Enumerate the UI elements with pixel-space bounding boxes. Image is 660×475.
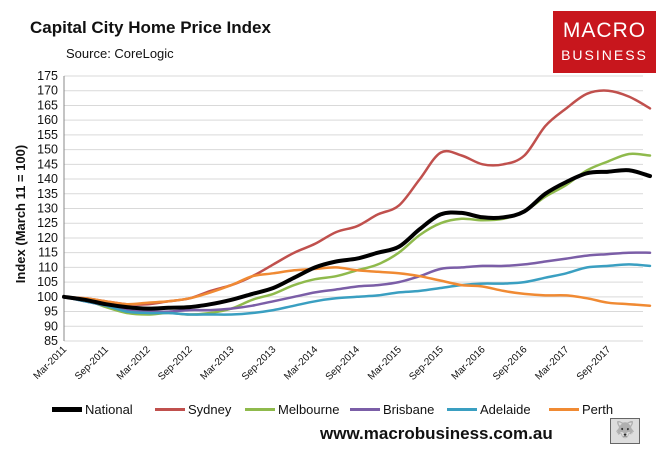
legend-label: Melbourne xyxy=(278,401,340,417)
legend-item-brisbane: Brisbane xyxy=(350,399,434,419)
y-tick-label: 130 xyxy=(37,202,58,216)
y-tick-label: 140 xyxy=(37,172,58,186)
y-tick-label: 110 xyxy=(38,260,58,274)
y-tick-label: 175 xyxy=(37,69,58,83)
y-tick-label: 95 xyxy=(44,305,58,319)
legend-label: Adelaide xyxy=(480,401,531,417)
y-tick-label: 120 xyxy=(37,231,58,245)
legend-swatch xyxy=(549,407,579,411)
legend-swatch xyxy=(155,407,185,411)
series-line-brisbane xyxy=(62,251,652,313)
y-tick-label: 115 xyxy=(38,246,58,260)
legend-swatch xyxy=(447,407,477,411)
x-tick-label: Mar-2013 xyxy=(198,344,236,382)
x-tick-label: Sep-2015 xyxy=(407,344,446,383)
series-line-melbourne xyxy=(62,152,652,316)
x-tick-label: Sep-2014 xyxy=(324,344,363,383)
gridlines xyxy=(64,75,643,342)
y-tick-label: 160 xyxy=(37,113,58,127)
series-line-adelaide xyxy=(62,263,652,316)
x-tick-label: Mar-2017 xyxy=(533,344,571,382)
y-tick-label: 145 xyxy=(37,157,58,171)
x-tick-label: Sep-2013 xyxy=(240,344,279,383)
series-line-sydney xyxy=(62,89,652,306)
legend-item-national: National xyxy=(52,399,133,419)
y-tick-label: 165 xyxy=(37,98,58,112)
y-tick-label: 100 xyxy=(37,290,58,304)
legend-item-sydney: Sydney xyxy=(155,399,231,419)
legend-item-melbourne: Melbourne xyxy=(245,399,339,419)
y-tick-labels: 8590951001051101151201251301351401451501… xyxy=(37,69,58,348)
x-tick-label: Mar-2016 xyxy=(450,344,488,382)
y-tick-label: 85 xyxy=(44,334,58,348)
logo-line-business: BUSINESS xyxy=(561,47,648,63)
x-tick-label: Mar-2014 xyxy=(282,344,320,382)
x-tick-label: Sep-2017 xyxy=(575,344,614,383)
y-tick-label: 90 xyxy=(44,319,58,333)
series-line-national xyxy=(62,168,652,311)
series-lines xyxy=(62,89,652,316)
legend-swatch xyxy=(245,407,275,411)
x-tick-labels: Mar-2011 Sep-2011 Mar-2012 Sep-2012 Mar-2013… xyxy=(32,344,614,383)
chart-title: Capital City Home Price Index xyxy=(30,18,271,37)
x-tick-label: Mar-2015 xyxy=(366,344,404,382)
x-tick-label: Sep-2011 xyxy=(73,344,111,382)
macrobusiness-logo: MACRO BUSINESS xyxy=(553,11,656,73)
y-tick-label: 155 xyxy=(37,128,58,142)
series-line-perth xyxy=(62,266,652,307)
legend-label: Perth xyxy=(582,401,614,417)
y-tick-label: 150 xyxy=(37,143,58,157)
x-tick-label: Sep-2016 xyxy=(491,344,530,383)
y-axis-label: Index (March 11 = 100) xyxy=(13,145,28,283)
x-tick-label: Mar-2011 xyxy=(32,344,70,382)
legend-label: National xyxy=(85,401,133,417)
logo-line-macro: MACRO xyxy=(562,19,647,42)
footer-url: www.macrobusiness.com.au xyxy=(320,424,553,443)
x-tick-label: Sep-2012 xyxy=(156,344,195,383)
line-chart: 8590951001051101151201251301351401451501… xyxy=(13,69,652,383)
legend-swatch xyxy=(52,406,82,412)
y-tick-label: 170 xyxy=(37,84,58,98)
y-tick-label: 135 xyxy=(37,187,58,201)
legend-item-adelaide: Adelaide xyxy=(447,399,531,419)
legend-swatch xyxy=(350,407,380,411)
legend-label: Brisbane xyxy=(383,401,435,417)
x-tick-label: Mar-2012 xyxy=(115,344,153,382)
y-tick-label: 125 xyxy=(37,216,58,230)
legend-item-perth: Perth xyxy=(549,399,613,419)
chart-subtitle: Source: CoreLogic xyxy=(66,46,174,61)
y-tick-label: 105 xyxy=(37,275,58,289)
legend-label: Sydney xyxy=(188,401,232,417)
wolf-icon: 🐺 xyxy=(610,418,640,444)
